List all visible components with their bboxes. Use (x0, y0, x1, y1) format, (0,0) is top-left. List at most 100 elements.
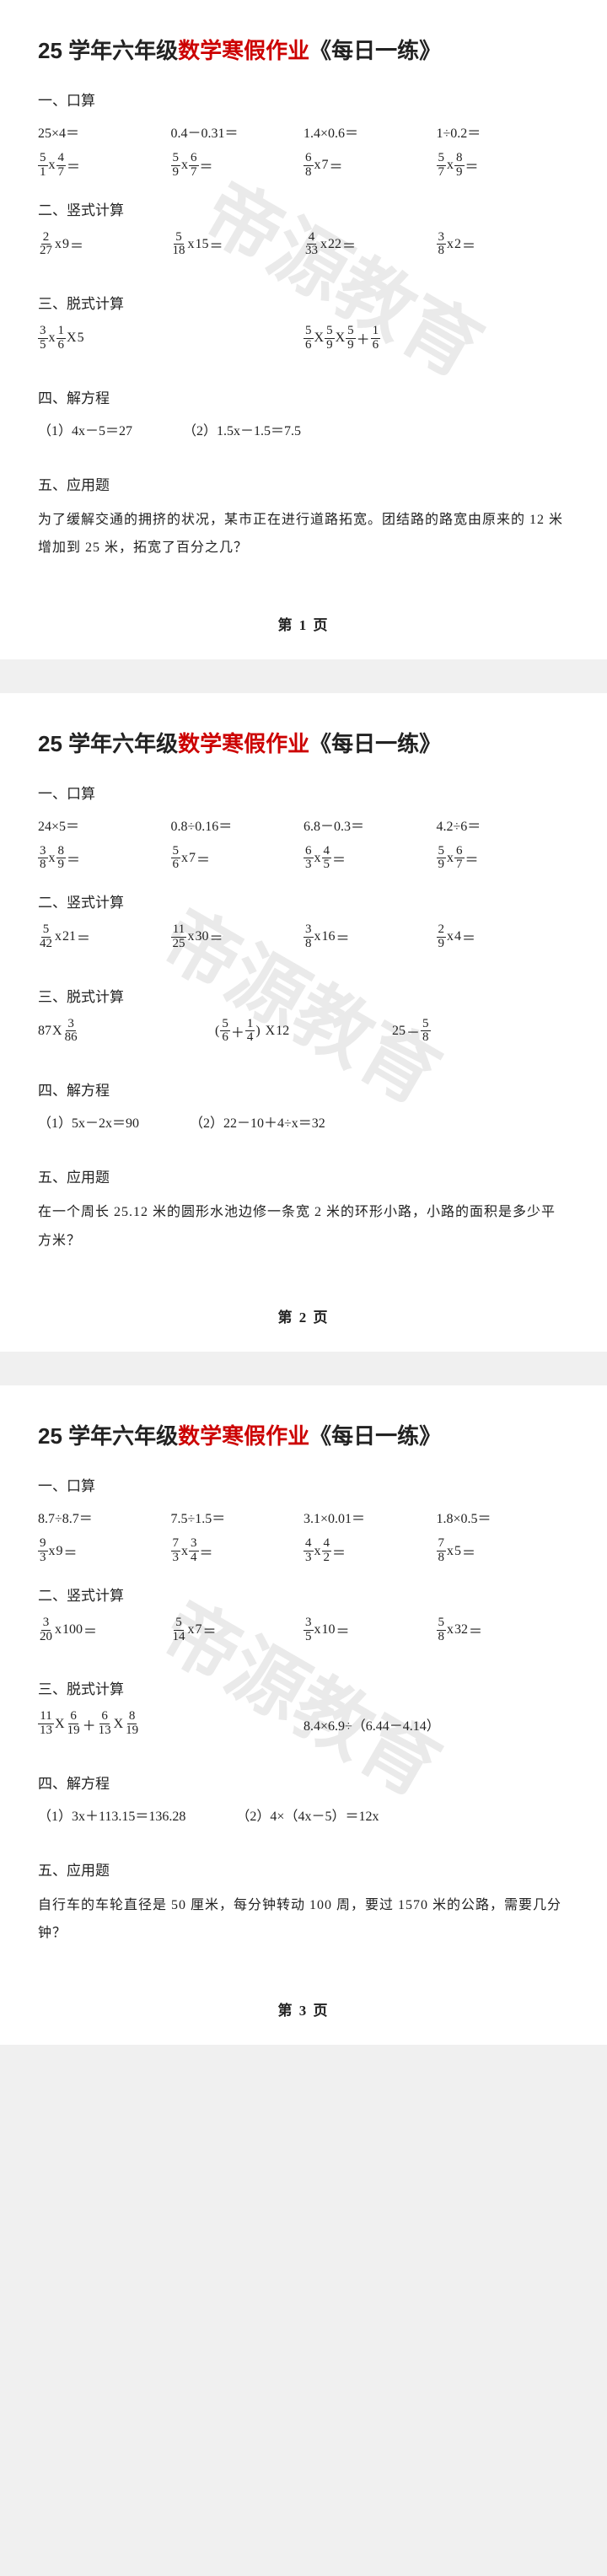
problem: 518x15＝ (171, 231, 304, 259)
section-heading: 二、竖式计算 (38, 198, 569, 219)
section-heading: 五、应用题 (38, 1858, 569, 1880)
word-problem: 为了缓解交通的拥挤的状况，某市正在进行道路拓宽。团结路的路宽由原来的 12 米增… (38, 506, 569, 562)
section-heading: 四、解方程 (38, 386, 569, 407)
problem: 35x16X5 (38, 325, 171, 352)
title-suffix: 《每日一练》 (309, 38, 441, 63)
word-problem: 在一个周长 25.12 米的圆形水池边修一条宽 2 米的环形小路，小路的面积是多… (38, 1198, 569, 1255)
problem-row: 320x100＝ 514x7＝ 35x10＝ 58x32＝ (38, 1616, 569, 1644)
problem-row: 8.7÷8.7＝ 7.5÷1.5＝ 3.1×0.01＝ 1.8×0.5＝ (38, 1507, 569, 1527)
problem: 25×4＝ (38, 121, 171, 142)
problem: （1）3x＋113.15＝136.28 (38, 1804, 185, 1825)
problem: 433x22＝ (304, 231, 437, 259)
problem: 59x67＝ (437, 845, 570, 873)
problem: 59x67＝ (171, 152, 304, 180)
section-heading: 三、脱式计算 (38, 985, 569, 1006)
title-red: 数学寒假作业 (178, 731, 309, 756)
problem-row: 93x9＝ 73x34＝ 43x42＝ 78x5＝ (38, 1537, 569, 1565)
problem: 57x89＝ (437, 152, 570, 180)
problem: 25－58 (392, 1018, 569, 1046)
problem: 63x45＝ (304, 845, 437, 873)
problem: 0.4－0.31＝ (171, 121, 304, 142)
problem: 38x89＝ (38, 845, 171, 873)
problem: 35x10＝ (304, 1616, 437, 1644)
page-2: 帝源教育 25 学年六年级数学寒假作业《每日一练》 一、口算 24×5＝ 0.8… (0, 693, 607, 1353)
problem-row: 87X386 (56＋14)X12 25－58 (38, 1018, 569, 1046)
title-red: 数学寒假作业 (178, 38, 309, 63)
problem: 38x2＝ (437, 231, 570, 259)
title-suffix: 《每日一练》 (309, 1423, 441, 1449)
title-prefix: 25 学年六年级 (38, 1423, 178, 1449)
problem: 227x9＝ (38, 231, 171, 259)
problem: （2）4×（4x－5）＝12x (236, 1804, 379, 1825)
problem: （1）4x－5＝27 (38, 419, 132, 439)
page-number: 第 2 页 (38, 1305, 569, 1326)
page-3: 帝源教育 25 学年六年级数学寒假作业《每日一练》 一、口算 8.7÷8.7＝ … (0, 1385, 607, 2045)
problem: 6.8－0.3＝ (304, 815, 437, 835)
problem: 1113X619＋613X819 (38, 1710, 304, 1738)
section-heading: 五、应用题 (38, 1165, 569, 1186)
page-number: 第 1 页 (38, 613, 569, 634)
problem: 4.2÷6＝ (437, 815, 570, 835)
problem-row: 25×4＝ 0.4－0.31＝ 1.4×0.6＝ 1÷0.2＝ (38, 121, 569, 142)
problem: 58x32＝ (437, 1616, 570, 1644)
problem: 93x9＝ (38, 1537, 171, 1565)
section-heading: 一、口算 (38, 1474, 569, 1495)
problem: 68x7＝ (304, 152, 437, 180)
page-title: 25 学年六年级数学寒假作业《每日一练》 (38, 1419, 569, 1450)
section-heading: 三、脱式计算 (38, 1677, 569, 1698)
problem: 78x5＝ (437, 1537, 570, 1565)
problem: 7.5÷1.5＝ (171, 1507, 304, 1527)
problem-row: （1）5x－2x＝90 （2）22－10＋4÷x＝32 (38, 1111, 569, 1132)
problem: 38x16＝ (304, 923, 437, 951)
problem: 1.4×0.6＝ (304, 121, 437, 142)
problem-row: （1）4x－5＝27 （2）1.5x－1.5＝7.5 (38, 419, 569, 439)
problem-row: （1）3x＋113.15＝136.28 （2）4×（4x－5）＝12x (38, 1804, 569, 1825)
problem: （2）1.5x－1.5＝7.5 (183, 419, 301, 439)
title-prefix: 25 学年六年级 (38, 38, 178, 63)
title-red: 数学寒假作业 (178, 1423, 309, 1449)
problem-row: 542x21＝ 1125x30＝ 38x16＝ 29x4＝ (38, 923, 569, 951)
section-heading: 一、口算 (38, 89, 569, 110)
problem-row: 1113X619＋613X819 8.4×6.9÷（6.44－4.14） (38, 1710, 569, 1738)
problem: 8.7÷8.7＝ (38, 1507, 171, 1527)
problem-row: 51x47＝ 59x67＝ 68x7＝ 57x89＝ (38, 152, 569, 180)
problem: 1125x30＝ (171, 923, 304, 951)
title-suffix: 《每日一练》 (309, 731, 441, 756)
page-title: 25 学年六年级数学寒假作业《每日一练》 (38, 727, 569, 758)
problem: （1）5x－2x＝90 (38, 1111, 139, 1132)
problem: 320x100＝ (38, 1616, 171, 1644)
problem-row: 227x9＝ 518x15＝ 433x22＝ 38x2＝ (38, 231, 569, 259)
problem-row: 38x89＝ 56x7＝ 63x45＝ 59x67＝ (38, 845, 569, 873)
section-heading: 四、解方程 (38, 1078, 569, 1100)
problem: 8.4×6.9÷（6.44－4.14） (304, 1710, 569, 1738)
problem: 56x7＝ (171, 845, 304, 873)
problem-row: 24×5＝ 0.8÷0.16＝ 6.8－0.3＝ 4.2÷6＝ (38, 815, 569, 835)
problem: 29x4＝ (437, 923, 570, 951)
problem: 514x7＝ (171, 1616, 304, 1644)
problem: 1÷0.2＝ (437, 121, 570, 142)
section-heading: 五、应用题 (38, 473, 569, 494)
problem: 1.8×0.5＝ (437, 1507, 570, 1527)
problem: 0.8÷0.16＝ (171, 815, 304, 835)
problem (171, 325, 304, 352)
problem: 3.1×0.01＝ (304, 1507, 437, 1527)
section-heading: 一、口算 (38, 782, 569, 803)
problem: 24×5＝ (38, 815, 171, 835)
title-prefix: 25 学年六年级 (38, 731, 178, 756)
problem: 542x21＝ (38, 923, 171, 951)
problem: (56＋14)X12 (215, 1018, 392, 1046)
section-heading: 二、竖式计算 (38, 890, 569, 912)
section-heading: 四、解方程 (38, 1772, 569, 1793)
page-1: 帝源教育 25 学年六年级数学寒假作业《每日一练》 一、口算 25×4＝ 0.4… (0, 0, 607, 659)
word-problem: 自行车的车轮直径是 50 厘米，每分钟转动 100 周，要过 1570 米的公路… (38, 1891, 569, 1948)
problem: 73x34＝ (171, 1537, 304, 1565)
page-number: 第 3 页 (38, 1998, 569, 2019)
problem-row: 35x16X5 56X59X59＋16 (38, 325, 569, 352)
section-heading: 三、脱式计算 (38, 292, 569, 313)
problem: 87X386 (38, 1018, 215, 1046)
problem: （2）22－10＋4÷x＝32 (190, 1111, 325, 1132)
section-heading: 二、竖式计算 (38, 1584, 569, 1605)
problem: 56X59X59＋16 (304, 325, 569, 352)
problem: 51x47＝ (38, 152, 171, 180)
problem: 43x42＝ (304, 1537, 437, 1565)
